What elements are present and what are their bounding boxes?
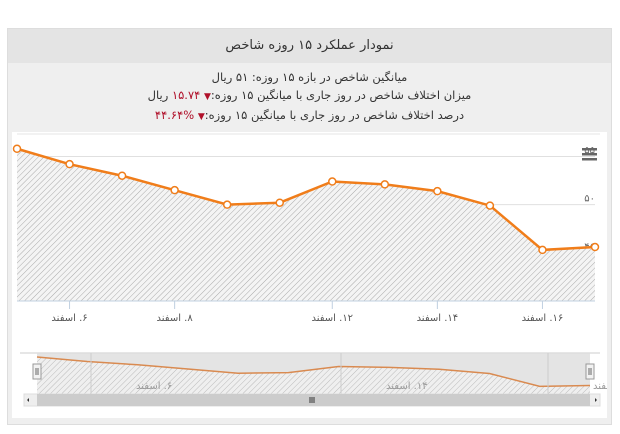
difference-text: میزان اختلاف شاخص در روز جاری با میانگین… — [8, 86, 611, 106]
data-point[interactable] — [65, 159, 74, 169]
percent-value: %۴۴.۶۴ — [154, 108, 195, 122]
data-point[interactable] — [328, 177, 337, 186]
scroll-right-arrow-icon[interactable] — [595, 398, 597, 402]
menu-button[interactable] — [582, 148, 597, 161]
difference-value: ۱۵.۷۴ — [171, 88, 201, 102]
x-tick-label: ۱۴. اسفند — [417, 313, 459, 324]
data-point[interactable] — [275, 198, 284, 207]
data-point[interactable] — [538, 245, 547, 255]
x-tick-label: ۸. اسفند — [157, 313, 194, 324]
data-point[interactable] — [485, 201, 495, 210]
series-line — [16, 147, 596, 252]
scroll-left-arrow-icon[interactable] — [27, 398, 29, 402]
x-tick-label: ۶. اسفند — [51, 313, 87, 324]
difference-unit: ریال — [147, 88, 169, 102]
y-tick-label: ۵۰ — [584, 194, 595, 205]
navigator-area — [37, 356, 590, 394]
percent-text: درصد اختلاف شاخص در روز جاری با میانگین … — [8, 106, 611, 126]
x-tick-label: ۱۶. اسفند — [522, 313, 564, 324]
average-text: میانگین شاخص در بازه ۱۵ روزه: ۵۱ ریال — [211, 70, 408, 84]
summary-info: میانگین شاخص در بازه ۱۵ روزه: ۵۱ ریال می… — [8, 63, 611, 126]
data-point[interactable] — [222, 200, 232, 209]
percent-label: درصد اختلاف شاخص در روز جاری با میانگین … — [204, 108, 465, 122]
data-point[interactable] — [170, 185, 179, 195]
y-tick-label: ۵۵ — [584, 145, 595, 156]
navigator-label: ۱۶. اسفند — [593, 381, 607, 392]
chart-panel: نمودار عملکرد ۱۵ روزه شاخص میانگین شاخص … — [7, 28, 620, 425]
panel-title: نمودار عملکرد ۱۵ روزه شاخص — [8, 29, 611, 63]
navigator-label: ۱۴. اسفند — [386, 381, 428, 392]
difference-label: میزان اختلاف شاخص در روز جاری با میانگین… — [210, 88, 472, 102]
navigator-handle[interactable] — [32, 363, 42, 380]
data-point[interactable] — [590, 242, 600, 252]
data-point[interactable] — [433, 186, 442, 196]
data-point[interactable] — [117, 171, 127, 180]
navigator-label: ۶. اسفند — [136, 381, 172, 392]
handle-box[interactable] — [585, 363, 595, 380]
navigator-line — [36, 356, 591, 388]
data-point[interactable] — [12, 144, 22, 153]
x-tick-label: ۱۲. اسفند — [311, 313, 353, 324]
caret-down-icon: ▼ — [203, 92, 211, 102]
navigator-handle[interactable] — [585, 363, 595, 380]
data-point[interactable] — [380, 180, 390, 189]
caret-down-icon: ▼ — [197, 112, 205, 122]
handle-box[interactable] — [32, 363, 42, 380]
